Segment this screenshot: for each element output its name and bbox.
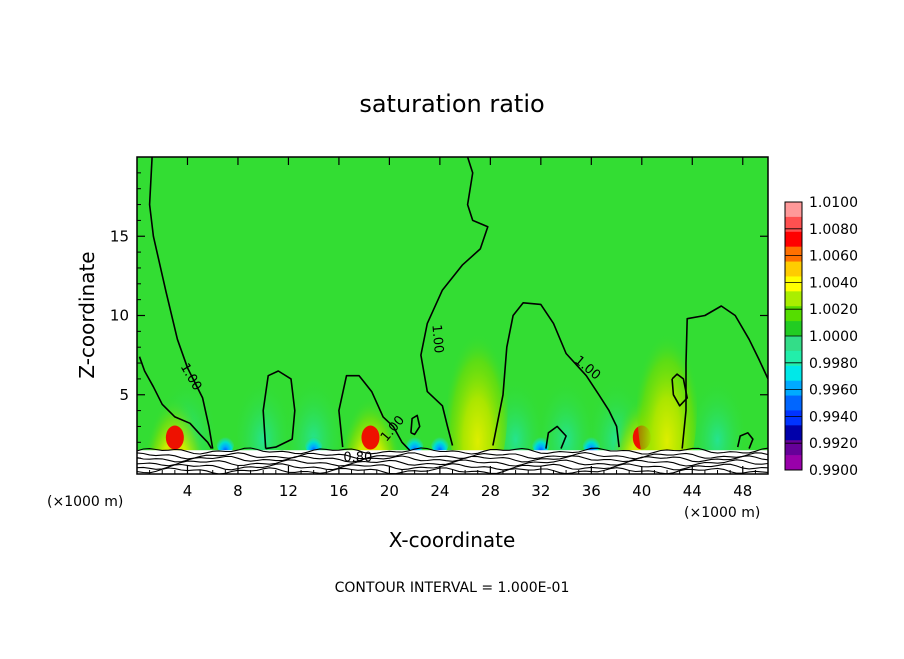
x-tick-label-4: 4 bbox=[183, 482, 193, 500]
colorbar-segment-17 bbox=[785, 455, 802, 471]
y-ticks: 5 10 15 bbox=[110, 172, 768, 459]
contour-line-mid-left bbox=[338, 374, 411, 451]
colorbar-segment-7 bbox=[785, 306, 802, 322]
colorbar-segment-0 bbox=[785, 202, 802, 218]
x-tick-label-28: 28 bbox=[481, 482, 500, 500]
colorbar: 1.0100 1.0080 1.0060 1.0040 1.0020 1.0000 0.99… bbox=[784, 195, 858, 479]
surface-contour-0 bbox=[137, 447, 768, 455]
x-tick-label-12: 12 bbox=[279, 482, 298, 500]
y-tick-label-5: 5 bbox=[119, 386, 129, 404]
surface-contour-2 bbox=[137, 455, 768, 463]
colorbar-label-0: 1.0100 bbox=[809, 195, 858, 211]
colorbar-label-9: 0.9920 bbox=[809, 436, 858, 452]
y-tick-label-15: 15 bbox=[110, 227, 129, 245]
colorbar-segment-16 bbox=[785, 440, 802, 456]
colorbar-segment-5 bbox=[785, 276, 802, 292]
colorbar-label-7: 0.9960 bbox=[809, 383, 858, 399]
contour-line-bubble-10 bbox=[262, 370, 296, 450]
surface-layer bbox=[137, 447, 768, 474]
colorbar-label-4: 1.0020 bbox=[809, 302, 858, 318]
moist-core-0 bbox=[165, 425, 184, 450]
colorbar-segment-12 bbox=[785, 380, 802, 397]
contour-line-bubble-33 bbox=[545, 425, 567, 449]
dry-spot-0 bbox=[216, 430, 235, 455]
plot-area bbox=[137, 157, 768, 474]
moist-plume-4 bbox=[637, 315, 698, 474]
surface-contour-4 bbox=[137, 463, 768, 471]
field-shade-1 bbox=[237, 377, 290, 474]
colorbar-segment-14 bbox=[785, 410, 802, 426]
dry-spot-1 bbox=[304, 430, 323, 455]
chart-title: saturation ratio bbox=[359, 90, 544, 118]
x-tick-label-40: 40 bbox=[632, 482, 651, 500]
moist-plume-2 bbox=[447, 315, 508, 474]
colorbar-segment-9 bbox=[785, 336, 802, 352]
x-tick-label-48: 48 bbox=[733, 482, 752, 500]
moist-plume-1 bbox=[342, 357, 399, 474]
contour-line-bubble-48 bbox=[736, 432, 754, 449]
colorbar-segment-13 bbox=[785, 395, 802, 411]
x-unit-left: (×1000 m) bbox=[47, 494, 123, 510]
contour-label-4: 0.80 bbox=[343, 450, 372, 465]
x-tick-label-32: 32 bbox=[531, 482, 550, 500]
contour-line-small-21 bbox=[410, 414, 421, 436]
contour-line-left-upper bbox=[148, 157, 214, 449]
x-tick-label-16: 16 bbox=[329, 482, 348, 500]
y-axis-label: Z-coordinate bbox=[75, 251, 99, 378]
colorbar-segment-2 bbox=[785, 231, 802, 248]
colorbar-label-8: 0.9940 bbox=[809, 409, 858, 425]
x-unit-right: (×1000 m) bbox=[684, 505, 760, 521]
y-tick-label-10: 10 bbox=[110, 307, 129, 325]
contour-line-right-1 bbox=[492, 302, 620, 448]
colorbar-segment-8 bbox=[785, 321, 802, 337]
colorbar-segment-6 bbox=[785, 291, 802, 307]
x-tick-label-24: 24 bbox=[430, 482, 449, 500]
colorbar-label-1: 1.0080 bbox=[809, 222, 858, 238]
contour-layer bbox=[138, 157, 768, 451]
dry-spot-3 bbox=[430, 430, 449, 455]
colorbar-label-3: 1.0040 bbox=[809, 275, 858, 291]
surface-contour-1 bbox=[137, 452, 768, 460]
x-tick-label-44: 44 bbox=[683, 482, 702, 500]
contour-interval-note: CONTOUR INTERVAL = 1.000E-01 bbox=[335, 580, 570, 596]
colorbar-label-2: 1.0060 bbox=[809, 249, 858, 265]
colorbar-segment-4 bbox=[785, 261, 802, 277]
x-axis-label: X-coordinate bbox=[389, 528, 516, 552]
contour-line-bubble-43 bbox=[671, 373, 688, 407]
colorbar-segment-1 bbox=[785, 216, 802, 233]
surface-contour-3 bbox=[137, 459, 768, 467]
colorbar-segment-11 bbox=[785, 365, 802, 382]
x-ticks: 4 8 12 16 20 24 28 32 36 40 44 48 bbox=[149, 157, 769, 500]
colorbar-segment-10 bbox=[785, 350, 802, 367]
contour-line-right-2 bbox=[681, 305, 768, 449]
contour-line-left bbox=[138, 356, 213, 450]
contour-label-1: 1.00 bbox=[428, 324, 445, 354]
field-shade-4 bbox=[540, 377, 593, 474]
x-tick-label-20: 20 bbox=[380, 482, 399, 500]
colorbar-label-10: 0.9900 bbox=[809, 463, 858, 479]
colorbar-label-6: 0.9980 bbox=[809, 356, 858, 372]
colorbar-segment-15 bbox=[785, 425, 802, 441]
colorbar-label-5: 1.0000 bbox=[809, 329, 858, 345]
x-tick-label-36: 36 bbox=[582, 482, 601, 500]
colorbar-segment-3 bbox=[785, 246, 802, 263]
contour-line-center bbox=[420, 157, 489, 446]
x-tick-label-8: 8 bbox=[233, 482, 243, 500]
moist-core-1 bbox=[361, 425, 380, 450]
